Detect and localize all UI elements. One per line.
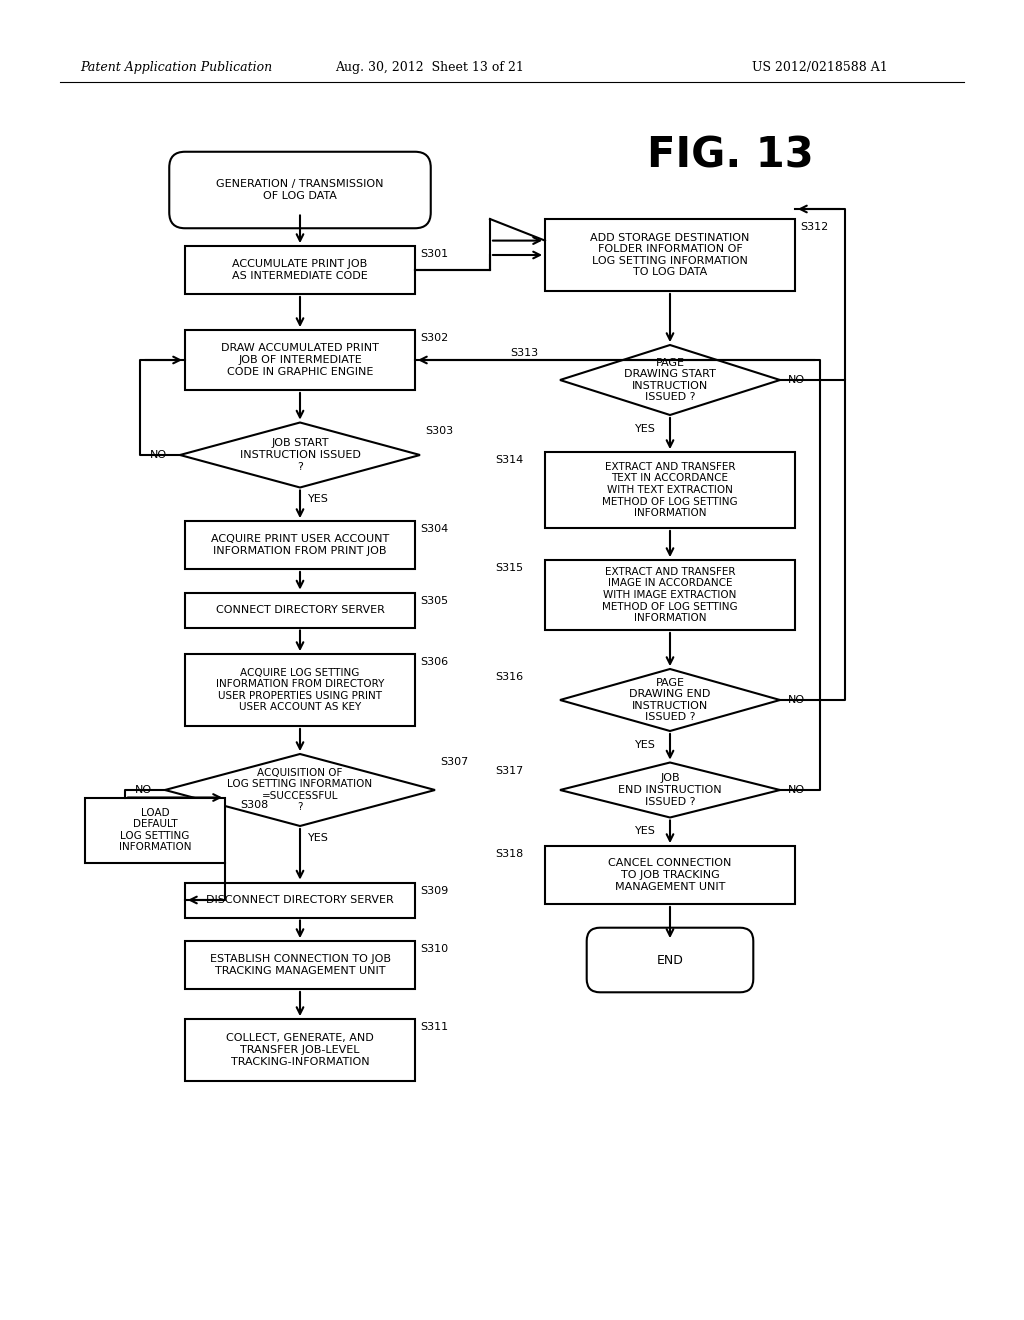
Text: S311: S311 bbox=[420, 1022, 449, 1032]
Text: S307: S307 bbox=[440, 756, 468, 767]
Text: NO: NO bbox=[788, 375, 805, 385]
Text: S316: S316 bbox=[495, 672, 523, 682]
Polygon shape bbox=[545, 451, 795, 528]
Text: S310: S310 bbox=[420, 944, 449, 954]
Text: S301: S301 bbox=[420, 249, 449, 259]
Text: YES: YES bbox=[635, 741, 656, 750]
Polygon shape bbox=[545, 560, 795, 630]
Text: S303: S303 bbox=[425, 425, 454, 436]
Text: ACQUIRE PRINT USER ACCOUNT
INFORMATION FROM PRINT JOB: ACQUIRE PRINT USER ACCOUNT INFORMATION F… bbox=[211, 535, 389, 556]
Text: ACCUMULATE PRINT JOB
AS INTERMEDIATE CODE: ACCUMULATE PRINT JOB AS INTERMEDIATE COD… bbox=[232, 259, 368, 281]
Text: FIG. 13: FIG. 13 bbox=[646, 135, 813, 176]
Text: DRAW ACCUMULATED PRINT
JOB OF INTERMEDIATE
CODE IN GRAPHIC ENGINE: DRAW ACCUMULATED PRINT JOB OF INTERMEDIA… bbox=[221, 343, 379, 376]
Polygon shape bbox=[560, 669, 780, 731]
Text: PAGE
DRAWING START
INSTRUCTION
ISSUED ?: PAGE DRAWING START INSTRUCTION ISSUED ? bbox=[624, 358, 716, 403]
Polygon shape bbox=[545, 219, 795, 290]
Text: ACQUISITION OF
LOG SETTING INFORMATION
=SUCCESSFUL
?: ACQUISITION OF LOG SETTING INFORMATION =… bbox=[227, 768, 373, 812]
Polygon shape bbox=[185, 246, 415, 294]
Text: S308: S308 bbox=[240, 800, 268, 810]
Text: S302: S302 bbox=[420, 333, 449, 343]
Text: CANCEL CONNECTION
TO JOB TRACKING
MANAGEMENT UNIT: CANCEL CONNECTION TO JOB TRACKING MANAGE… bbox=[608, 858, 732, 891]
Polygon shape bbox=[560, 763, 780, 817]
Polygon shape bbox=[185, 653, 415, 726]
Text: EXTRACT AND TRANSFER
IMAGE IN ACCORDANCE
WITH IMAGE EXTRACTION
METHOD OF LOG SET: EXTRACT AND TRANSFER IMAGE IN ACCORDANCE… bbox=[602, 566, 738, 623]
Text: NO: NO bbox=[788, 785, 805, 795]
Polygon shape bbox=[185, 330, 415, 389]
Text: Patent Application Publication: Patent Application Publication bbox=[80, 62, 272, 74]
Text: ADD STORAGE DESTINATION
FOLDER INFORMATION OF
LOG SETTING INFORMATION
TO LOG DAT: ADD STORAGE DESTINATION FOLDER INFORMATI… bbox=[590, 232, 750, 277]
Text: NO: NO bbox=[150, 450, 167, 459]
Text: NO: NO bbox=[135, 785, 153, 795]
Text: JOB
END INSTRUCTION
ISSUED ?: JOB END INSTRUCTION ISSUED ? bbox=[618, 774, 722, 807]
Polygon shape bbox=[560, 345, 780, 414]
Text: S304: S304 bbox=[420, 524, 449, 535]
Text: YES: YES bbox=[308, 833, 329, 843]
Polygon shape bbox=[185, 593, 415, 627]
Polygon shape bbox=[165, 754, 435, 826]
Text: S318: S318 bbox=[495, 849, 523, 859]
Text: NO: NO bbox=[788, 696, 805, 705]
FancyBboxPatch shape bbox=[587, 928, 754, 993]
Text: JOB START
INSTRUCTION ISSUED
?: JOB START INSTRUCTION ISSUED ? bbox=[240, 438, 360, 471]
Text: S313: S313 bbox=[510, 348, 539, 358]
Text: PAGE
DRAWING END
INSTRUCTION
ISSUED ?: PAGE DRAWING END INSTRUCTION ISSUED ? bbox=[630, 677, 711, 722]
Text: GENERATION / TRANSMISSION
OF LOG DATA: GENERATION / TRANSMISSION OF LOG DATA bbox=[216, 180, 384, 201]
Text: DISCONNECT DIRECTORY SERVER: DISCONNECT DIRECTORY SERVER bbox=[206, 895, 394, 906]
Text: S317: S317 bbox=[495, 766, 523, 776]
Text: ESTABLISH CONNECTION TO JOB
TRACKING MANAGEMENT UNIT: ESTABLISH CONNECTION TO JOB TRACKING MAN… bbox=[210, 954, 390, 975]
Polygon shape bbox=[545, 846, 795, 904]
Text: END: END bbox=[656, 953, 683, 966]
Polygon shape bbox=[85, 797, 225, 862]
Polygon shape bbox=[185, 521, 415, 569]
Text: ACQUIRE LOG SETTING
INFORMATION FROM DIRECTORY
USER PROPERTIES USING PRINT
USER : ACQUIRE LOG SETTING INFORMATION FROM DIR… bbox=[216, 668, 384, 713]
FancyBboxPatch shape bbox=[169, 152, 431, 228]
Text: S309: S309 bbox=[420, 886, 449, 895]
Text: Aug. 30, 2012  Sheet 13 of 21: Aug. 30, 2012 Sheet 13 of 21 bbox=[336, 62, 524, 74]
Text: S314: S314 bbox=[495, 455, 523, 465]
Text: YES: YES bbox=[635, 424, 656, 434]
Polygon shape bbox=[180, 422, 420, 487]
Text: US 2012/0218588 A1: US 2012/0218588 A1 bbox=[752, 62, 888, 74]
Text: COLLECT, GENERATE, AND
TRANSFER JOB-LEVEL
TRACKING-INFORMATION: COLLECT, GENERATE, AND TRANSFER JOB-LEVE… bbox=[226, 1034, 374, 1067]
Text: YES: YES bbox=[308, 495, 329, 504]
Text: EXTRACT AND TRANSFER
TEXT IN ACCORDANCE
WITH TEXT EXTRACTION
METHOD OF LOG SETTI: EXTRACT AND TRANSFER TEXT IN ACCORDANCE … bbox=[602, 462, 738, 519]
Polygon shape bbox=[185, 1019, 415, 1081]
Polygon shape bbox=[185, 941, 415, 989]
Text: YES: YES bbox=[635, 826, 656, 837]
Text: S305: S305 bbox=[420, 595, 449, 606]
Text: LOAD
DEFAULT
LOG SETTING
INFORMATION: LOAD DEFAULT LOG SETTING INFORMATION bbox=[119, 808, 191, 853]
Text: S315: S315 bbox=[495, 564, 523, 573]
Polygon shape bbox=[185, 883, 415, 917]
Text: CONNECT DIRECTORY SERVER: CONNECT DIRECTORY SERVER bbox=[216, 605, 384, 615]
Text: S306: S306 bbox=[420, 657, 449, 667]
Text: S312: S312 bbox=[800, 222, 828, 232]
